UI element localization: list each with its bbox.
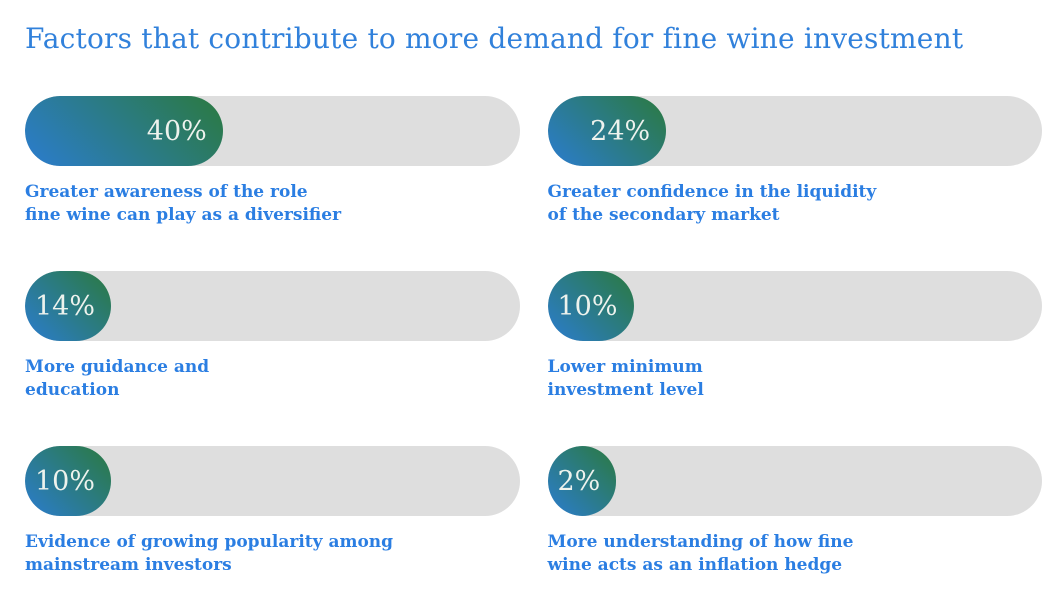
- factor-label: More guidance and education: [25, 356, 520, 402]
- factor-label-line1: Evidence of growing popularity among: [25, 532, 394, 552]
- bar-value-label: 10%: [35, 465, 96, 497]
- factor-item-guidance: 14% More guidance and education: [25, 271, 520, 402]
- bar-value-label: 14%: [35, 290, 96, 322]
- factor-label-line1: Lower minimum: [547, 357, 703, 377]
- bar-value-label: 10%: [557, 290, 618, 322]
- factor-label-line2: investment level: [547, 380, 704, 400]
- bar-fill: 24%: [547, 96, 667, 166]
- bar-value-label: 24%: [590, 115, 651, 147]
- factor-label-line2: fine wine can play as a diversifier: [25, 205, 342, 225]
- factor-label-line2: education: [25, 380, 120, 400]
- factor-label: More understanding of how fine wine acts…: [548, 531, 1043, 577]
- factor-label-line1: More understanding of how fine: [547, 532, 854, 552]
- factor-label-line2: wine acts as an inflation hedge: [547, 555, 843, 575]
- bar-value-label: 40%: [146, 115, 207, 147]
- factor-item-liquidity: 24% Greater confidence in the liquidity …: [547, 96, 1043, 227]
- factor-label: Lower minimum investment level: [548, 356, 1043, 402]
- factor-item-inflation-hedge: 2% More understanding of how fine wine a…: [547, 446, 1043, 577]
- bar-track: 2%: [547, 446, 1042, 516]
- factor-item-minimum-investment: 10% Lower minimum investment level: [547, 271, 1043, 402]
- bar-fill: 14%: [25, 271, 112, 341]
- bar-track: 24%: [547, 96, 1042, 166]
- bar-track: 40%: [25, 96, 520, 166]
- bar-track: 10%: [25, 446, 520, 516]
- bar-value-label: 2%: [557, 465, 601, 497]
- bar-track: 10%: [547, 271, 1042, 341]
- page-title: Factors that contribute to more demand f…: [25, 22, 964, 55]
- factor-label-line1: More guidance and: [25, 357, 210, 377]
- factor-label-line2: mainstream investors: [25, 555, 232, 575]
- factor-label-line2: of the secondary market: [547, 205, 780, 225]
- factor-label-line1: Greater awareness of the role: [25, 182, 308, 202]
- bar-track: 14%: [25, 271, 520, 341]
- bar-fill: 10%: [25, 446, 112, 516]
- factor-item-popularity: 10% Evidence of growing popularity among…: [25, 446, 520, 577]
- factor-label: Greater awareness of the role fine wine …: [25, 181, 520, 227]
- bar-fill: 10%: [547, 271, 634, 341]
- factor-label-line1: Greater confidence in the liquidity: [547, 182, 877, 202]
- factor-item-diversifier: 40% Greater awareness of the role fine w…: [25, 96, 520, 227]
- bar-fill: 2%: [547, 446, 617, 516]
- factor-label: Evidence of growing popularity among mai…: [25, 531, 520, 577]
- bar-fill: 40%: [25, 96, 223, 166]
- factor-label: Greater confidence in the liquidity of t…: [548, 181, 1043, 227]
- bar-grid: 40% Greater awareness of the role fine w…: [25, 96, 1042, 577]
